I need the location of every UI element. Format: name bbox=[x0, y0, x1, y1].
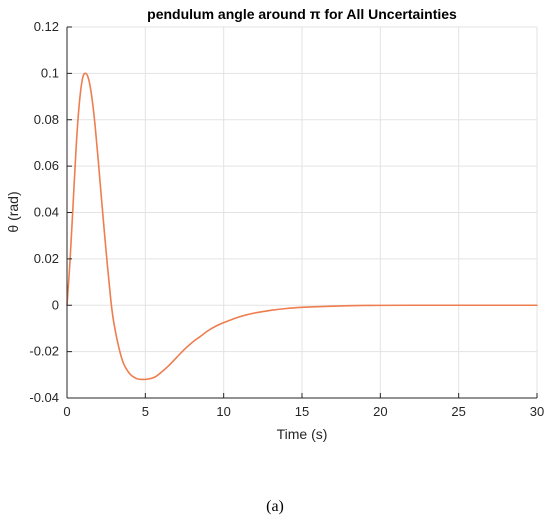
y-tick-label: 0.08 bbox=[34, 112, 59, 127]
y-tick-label: 0.04 bbox=[34, 205, 59, 220]
series-line bbox=[66, 72, 538, 381]
x-axis-label: Time (s) bbox=[277, 426, 328, 442]
figure-caption: (a) bbox=[266, 498, 284, 515]
x-tick-label: 0 bbox=[63, 404, 70, 419]
x-tick-label: 30 bbox=[530, 404, 544, 419]
series-layer bbox=[66, 72, 538, 381]
y-tick-label: -0.04 bbox=[29, 390, 59, 405]
y-axis-label: θ (rad) bbox=[5, 191, 21, 232]
chart-title: pendulum angle around π for All Uncertai… bbox=[147, 6, 457, 22]
axes bbox=[66, 26, 538, 399]
x-tick-label: 10 bbox=[216, 404, 230, 419]
y-tick-labels: -0.04 -0.02 0 0.02 0.04 0.06 0.08 0.1 0.12 bbox=[29, 19, 59, 405]
x-tick-label: 5 bbox=[142, 404, 149, 419]
y-tick-label: 0.02 bbox=[34, 251, 59, 266]
y-tick-label: 0.06 bbox=[34, 158, 59, 173]
x-tick-label: 20 bbox=[373, 404, 387, 419]
y-tick-label: 0.1 bbox=[41, 65, 59, 80]
x-tick-labels: 0 5 10 15 20 25 30 bbox=[63, 404, 544, 419]
y-tick-label: -0.02 bbox=[29, 344, 59, 359]
x-tick-label: 25 bbox=[451, 404, 465, 419]
y-tick-label: 0.12 bbox=[34, 19, 59, 34]
x-tick-label: 15 bbox=[295, 404, 309, 419]
y-tick-label: 0 bbox=[52, 297, 59, 312]
line-chart: 0 5 10 15 20 25 30 -0.04 -0.02 0 0.02 0.04 0.06 0.08… bbox=[5, 6, 544, 442]
